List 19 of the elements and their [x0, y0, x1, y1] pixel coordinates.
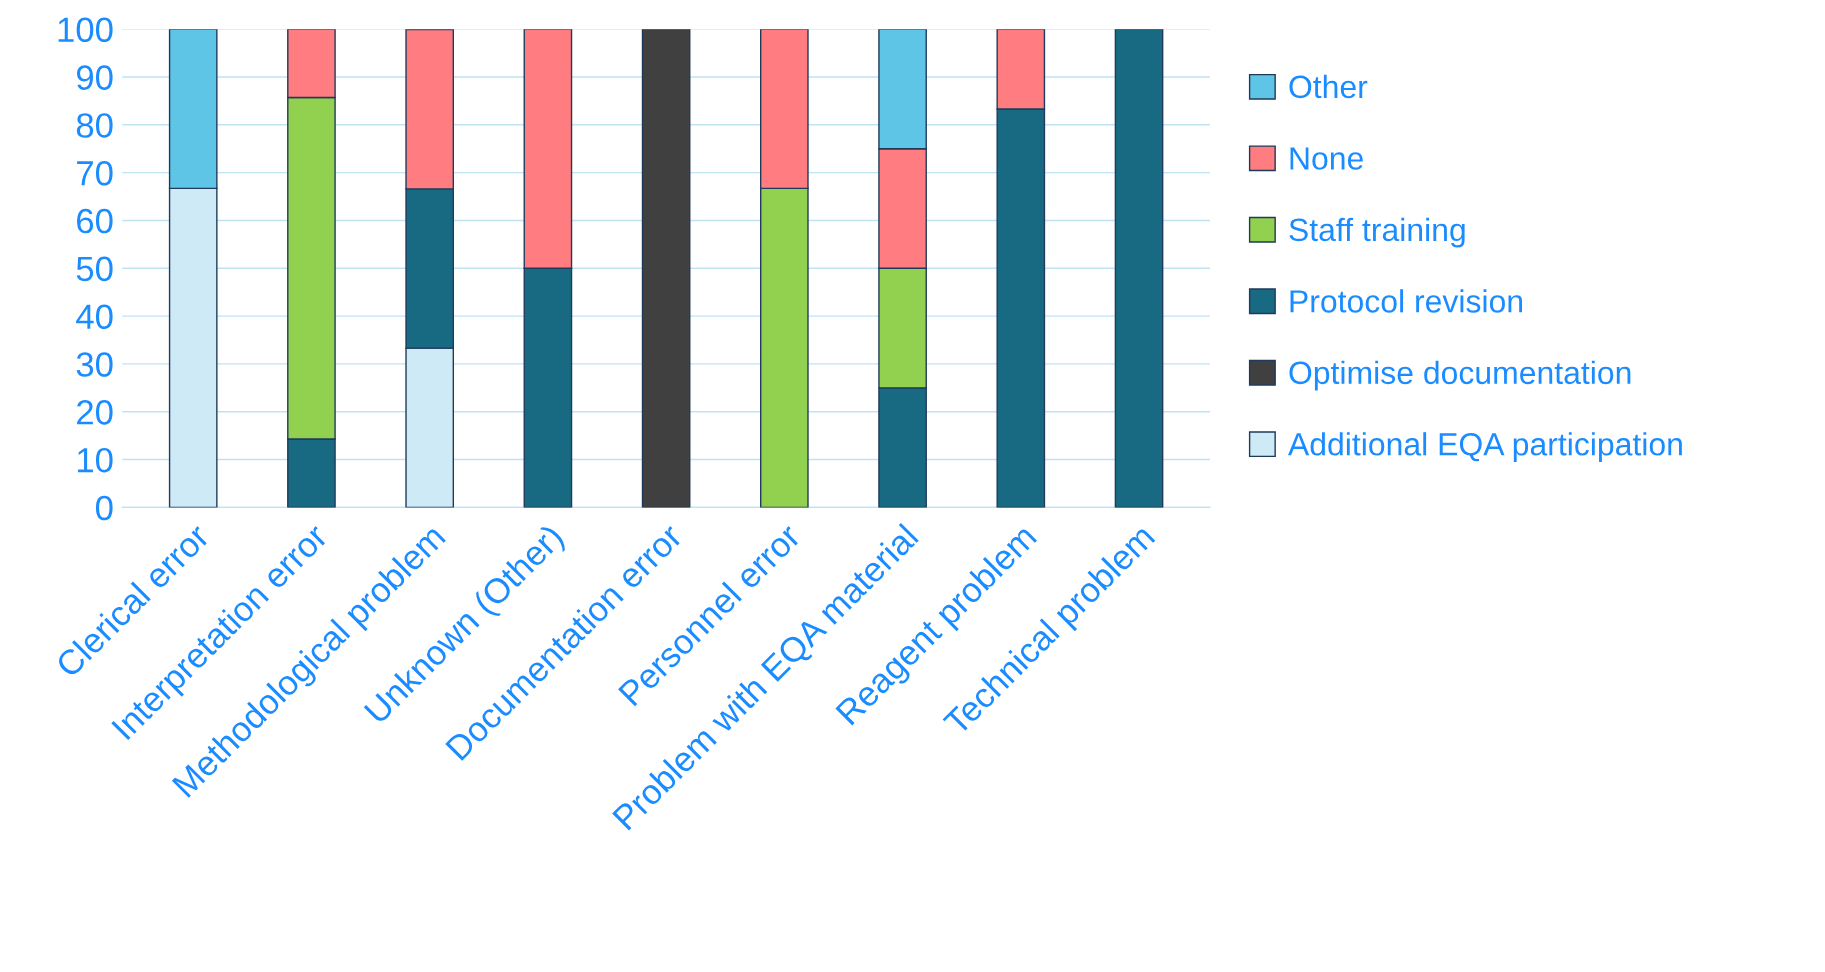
- y-tick-label: 40: [76, 304, 113, 330]
- y-tick-label: 0: [95, 495, 113, 521]
- legend-label: Optimise documentation: [1289, 360, 1631, 391]
- legend-label: Protocol revision: [1290, 289, 1522, 313]
- y-tick-label: 100: [58, 17, 113, 43]
- y-tick-label: 80: [76, 113, 113, 138]
- legend-label: Other: [1289, 74, 1368, 99]
- y-tick-label: 90: [76, 65, 113, 90]
- y-tick-label: 30: [76, 352, 113, 377]
- y-tick-label: 10: [77, 447, 113, 473]
- y-tick-label: 20: [77, 400, 113, 425]
- y-tick-label: 70: [77, 160, 113, 186]
- legend-label: Additional EQA participation: [1288, 432, 1682, 462]
- y-tick-label: 50: [76, 256, 113, 282]
- bar: [1114, 29, 1164, 508]
- legend-label: None: [1290, 147, 1363, 170]
- bar: [641, 29, 691, 508]
- y-tick-label: 60: [77, 208, 113, 234]
- legend-label: Staff training: [1289, 217, 1465, 248]
